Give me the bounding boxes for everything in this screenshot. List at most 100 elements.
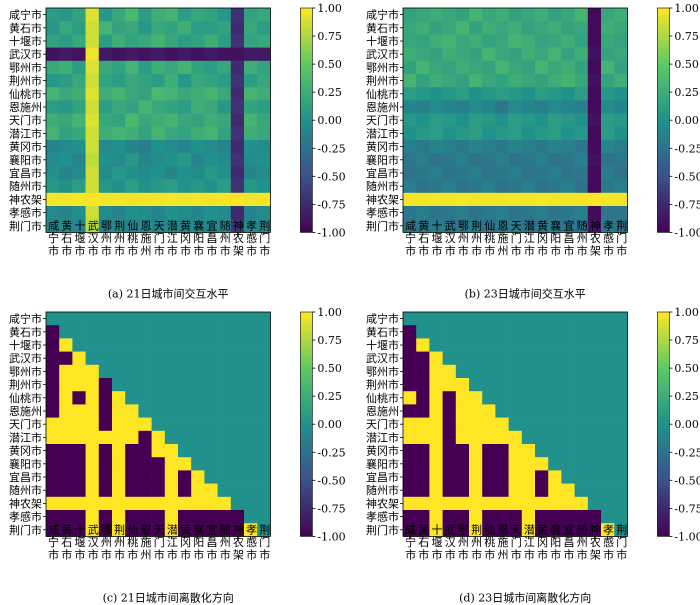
column-label: 孝感市: [245, 523, 258, 561]
heatmap-cell: [217, 179, 232, 194]
heatmap-cell: [244, 430, 258, 445]
heatmap-cell: [204, 21, 218, 35]
heatmap-cell: [601, 140, 615, 154]
heatmap-cell: [72, 351, 86, 366]
heatmap-cell: [442, 21, 457, 35]
heatmap-cell: [587, 404, 602, 418]
panel-d: 咸宁市黄石市十堰市武汉市鄂州市荆州市仙桃市恩施州天门市潜江市黄冈市襄阳市宜昌市随…: [366, 306, 700, 604]
heatmap-cell: [138, 206, 152, 220]
heatmap-cell: [469, 219, 483, 233]
heatmap-cell: [138, 417, 152, 432]
heatmap-cell: [416, 378, 430, 392]
heatmap-cell: [574, 126, 589, 141]
heatmap-cell: [469, 206, 483, 220]
heatmap-cell: [257, 430, 271, 445]
heatmap-cell: [614, 140, 628, 154]
heatmap-cell: [204, 153, 218, 167]
heatmap-cell: [521, 166, 536, 180]
heatmap-cell: [535, 126, 549, 141]
heatmap-cell: [244, 312, 258, 326]
column-label: 孝感市: [602, 219, 615, 257]
heatmap-cell: [151, 378, 166, 392]
heatmap-cell: [138, 378, 152, 392]
heatmap-cell: [191, 100, 205, 114]
heatmap-cell: [204, 364, 218, 379]
heatmap-cell: [548, 74, 562, 88]
heatmap-cell: [482, 404, 496, 418]
heatmap-cell: [469, 47, 483, 62]
heatmap-cell: [217, 378, 232, 392]
heatmap-cell: [442, 483, 457, 498]
heatmap-cell: [151, 21, 166, 35]
heatmap-cell: [482, 391, 496, 405]
heatmap-cell: [574, 457, 589, 471]
heatmap-cell: [455, 153, 470, 167]
heatmap-cell: [429, 153, 443, 167]
heatmap-cell: [46, 325, 60, 339]
heatmap-cell: [46, 153, 60, 167]
row-label: 潜江市: [9, 126, 42, 140]
heatmap-cell: [112, 179, 126, 194]
row-label: 荆门市: [9, 219, 42, 233]
heatmap-cell: [85, 457, 100, 471]
heatmap-cell: [482, 325, 496, 339]
heatmap-cell: [59, 219, 73, 233]
heatmap-cell: [191, 113, 205, 128]
chart-title-d: (d) 23日城市间离散化方向: [459, 590, 591, 604]
column-label: 恩施州: [496, 523, 509, 561]
heatmap-cell: [46, 444, 60, 458]
heatmap-cell: [230, 417, 245, 432]
heatmap-cell: [587, 312, 602, 326]
heatmap-cell: [548, 206, 562, 220]
heatmap-cell: [85, 351, 100, 366]
heatmap-cell: [469, 113, 483, 128]
heatmap-cell: [548, 496, 562, 511]
row-label: 鄂州市: [366, 60, 399, 74]
heatmap-cell: [455, 34, 470, 48]
heatmap-cell: [442, 87, 457, 101]
heatmap-cell: [429, 470, 443, 484]
column-label: 潜江市: [165, 218, 178, 257]
heatmap-cell: [138, 338, 152, 352]
heatmap-cell: [482, 113, 496, 128]
heatmap-cell: [548, 140, 562, 154]
heatmap-cell: [482, 166, 496, 180]
heatmap-cell: [217, 126, 232, 141]
heatmap-cell: [230, 364, 245, 379]
heatmap-cell: [257, 60, 271, 75]
heatmap-cell: [548, 8, 562, 22]
heatmap-cell: [244, 496, 258, 511]
column-label: 荆门市: [258, 523, 271, 561]
column-label: 随州市: [218, 218, 231, 257]
heatmap-cell: [151, 404, 166, 418]
heatmap-cell: [614, 47, 628, 62]
heatmap-cell: [574, 47, 589, 62]
heatmap-cell: [535, 100, 549, 114]
heatmap-cell: [469, 179, 483, 194]
heatmap-cell: [257, 470, 271, 484]
heatmap-cell: [548, 34, 562, 48]
heatmap-cell: [72, 457, 86, 471]
row-label: 武汉市: [9, 351, 42, 365]
heatmap-cell: [614, 457, 628, 471]
row-label: 随州市: [9, 179, 42, 193]
heatmap-cell: [442, 325, 457, 339]
heatmap-cell: [416, 483, 430, 498]
heatmap-cell: [469, 312, 483, 326]
heatmap-cell: [191, 417, 205, 432]
heatmap-cell: [614, 523, 628, 537]
heatmap-cell: [403, 391, 417, 405]
heatmap-cell: [587, 153, 602, 167]
heatmap-cell: [164, 523, 179, 537]
heatmap-cell: [508, 153, 523, 167]
heatmap-cell: [601, 483, 615, 498]
heatmap-cell: [46, 351, 60, 366]
heatmap-cell: [138, 496, 152, 511]
heatmap-cell: [495, 391, 509, 405]
column-labels-a: 咸宁市 黄石市 十堰市 武汉市 鄂州市 荆州市 仙桃市 恩施州 天门市 潜江市 黄冈市 襄阳市 宜昌市随…: [47, 218, 271, 257]
column-label: 黄石市: [60, 218, 73, 257]
heatmap-cell: [72, 166, 86, 180]
heatmap-cell: [403, 21, 417, 35]
column-label: 十堰市: [430, 522, 443, 561]
heatmap-cell: [59, 8, 73, 22]
